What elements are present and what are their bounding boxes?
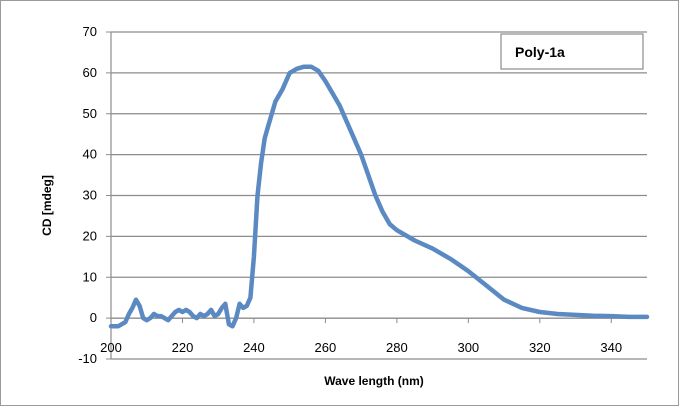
series-line-0 <box>108 64 650 329</box>
x-tick-label: 280 <box>386 340 408 355</box>
y-tick-label: 10 <box>83 269 97 284</box>
x-tick-label: 240 <box>243 340 265 355</box>
x-tick-label: 340 <box>600 340 622 355</box>
y-tick-label: 0 <box>90 310 97 325</box>
x-tick-label: 320 <box>529 340 551 355</box>
x-axis-title: Wave length (nm) <box>324 374 424 388</box>
y-tick-label: 40 <box>83 147 97 162</box>
y-tick-label: 30 <box>83 188 97 203</box>
axes: -10 0 10 20 30 40 50 60 70 200 220 240 260 280 300 320 3… <box>40 24 647 388</box>
y-tick-label: 60 <box>83 65 97 80</box>
x-tick-label: 260 <box>315 340 337 355</box>
legend-box <box>500 33 644 70</box>
x-tick-label: 300 <box>457 340 479 355</box>
legend: Poly-1a <box>500 33 644 70</box>
y-axis-title: CD [mdeg] <box>40 175 54 236</box>
y-tick-label: -10 <box>78 351 97 366</box>
legend-label: Poly-1a <box>515 44 565 60</box>
x-tick-label: 200 <box>100 340 122 355</box>
y-tick-label: 50 <box>83 106 97 121</box>
gridlines <box>111 31 647 360</box>
x-tick-label: 220 <box>172 340 194 355</box>
y-tick-label: 20 <box>83 228 97 243</box>
y-tick-label: 70 <box>83 24 97 39</box>
series-layer <box>108 64 650 329</box>
